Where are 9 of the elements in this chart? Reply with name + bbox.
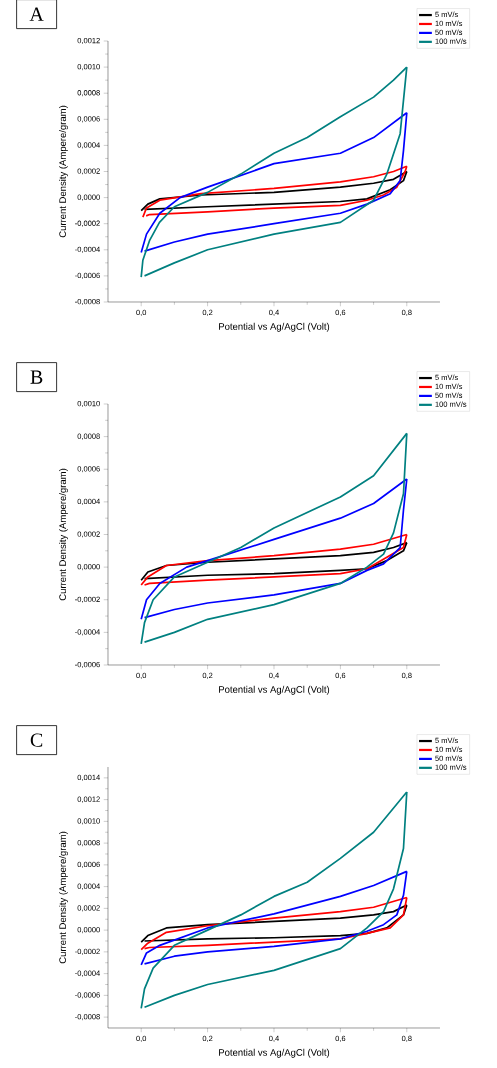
y-axis-title: Current Density (Ampere/gram): [59, 105, 68, 238]
x-axis-title: Potential vs Ag/AgCl (Volt): [219, 1048, 330, 1058]
chart-title: C: [30, 733, 43, 747]
y-axis-title: Current Density (Ampere/gram): [59, 831, 68, 964]
x-axis-title: Potential vs Ag/AgCl (Volt): [219, 322, 330, 332]
x-axis-title: Potential vs Ag/AgCl (Volt): [219, 685, 330, 695]
y-axis-title: Current Density (Ampere/gram): [59, 468, 68, 601]
chart-title: B: [30, 370, 43, 384]
chart-title: A: [29, 7, 44, 21]
